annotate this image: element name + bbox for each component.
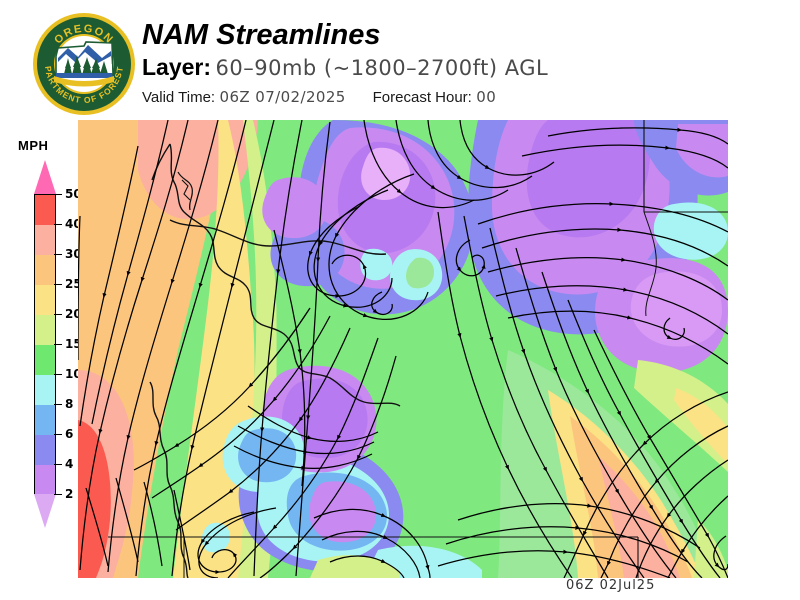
map-timestamp: 06Z 02Jul25 [566,578,656,593]
colorbar-band-9 [35,465,55,495]
colorbar-tick-label: 10 [65,367,82,381]
colorbar-band-4 [35,315,55,345]
page-title: NAM Streamlines [142,19,381,51]
colorbar-band-6 [35,375,55,405]
valid-time-value: 06Z 07/02/2025 [219,88,346,106]
forecast-hour-value: 00 [476,88,497,106]
colorbar-legend: MPH 50 40 30 25 20 15 10 8 6 4 2 [14,138,82,538]
colorbar-under-arrow [34,494,56,528]
streamline-map[interactable] [78,120,728,578]
colorbar-tickmark [54,434,62,435]
colorbar-band-3 [35,285,55,315]
seal-icon: OREGON DEPARTMENT OF FORESTRY [28,4,135,115]
colorbar-band-1 [35,225,55,255]
colorbar-band-7 [35,405,55,435]
colorbar-tickmark [54,284,62,285]
layer-value: 60–90mb (~1800–2700ft) AGL [215,56,549,80]
colorbar-unit-label: MPH [18,138,49,153]
colorbar-tickmark [54,314,62,315]
colorbar-tickmark [54,464,62,465]
colorbar-tickmark [54,194,62,195]
colorbar-tick-label: 2 [65,487,74,501]
colorbar-band-8 [35,435,55,465]
colorbar-tick-label: 25 [65,277,82,291]
colorbar-tick-label: 15 [65,337,82,351]
valid-time-label: Valid Time: [142,89,216,106]
colorbar-tick-label: 8 [65,397,74,411]
oregon-dept-forestry-seal-logo: OREGON DEPARTMENT OF FORESTRY [28,4,136,116]
layer-line: Layer: 60–90mb (~1800–2700ft) AGL [142,54,548,84]
colorbar-tickmark [54,344,62,345]
colorbar-tick-label: 4 [65,457,74,471]
forecast-hour-label: Forecast Hour: [372,89,472,106]
colorbar-tickmark [54,254,62,255]
colorbar-segments [34,194,56,495]
title-block: NAM Streamlines Layer: 60–90mb (~1800–27… [142,18,548,108]
colorbar-tickmark [54,494,62,495]
colorbar-tick-label: 30 [65,247,82,261]
colorbar-tick-label: 6 [65,427,74,441]
header: OREGON DEPARTMENT OF FORESTRY NAM Stream… [0,0,800,118]
colorbar-band-5 [35,345,55,375]
colorbar-tickmark [54,374,62,375]
colorbar-tickmark [54,404,62,405]
colorbar-tick-label: 20 [65,307,82,321]
colorbar-tick-label: 50 [65,187,82,201]
colorbar-band-2 [35,255,55,285]
colorbar-tick-label: 40 [65,217,82,231]
valid-time-line: Valid Time: 06Z 07/02/2025 Forecast Hour… [142,87,548,108]
layer-label: Layer: [142,54,212,80]
colorbar-tickmark [54,224,62,225]
colorbar: 50 40 30 25 20 15 10 8 6 4 2 [34,160,82,530]
colorbar-over-arrow [34,160,56,194]
map-canvas [78,120,728,578]
colorbar-band-0 [35,195,55,225]
